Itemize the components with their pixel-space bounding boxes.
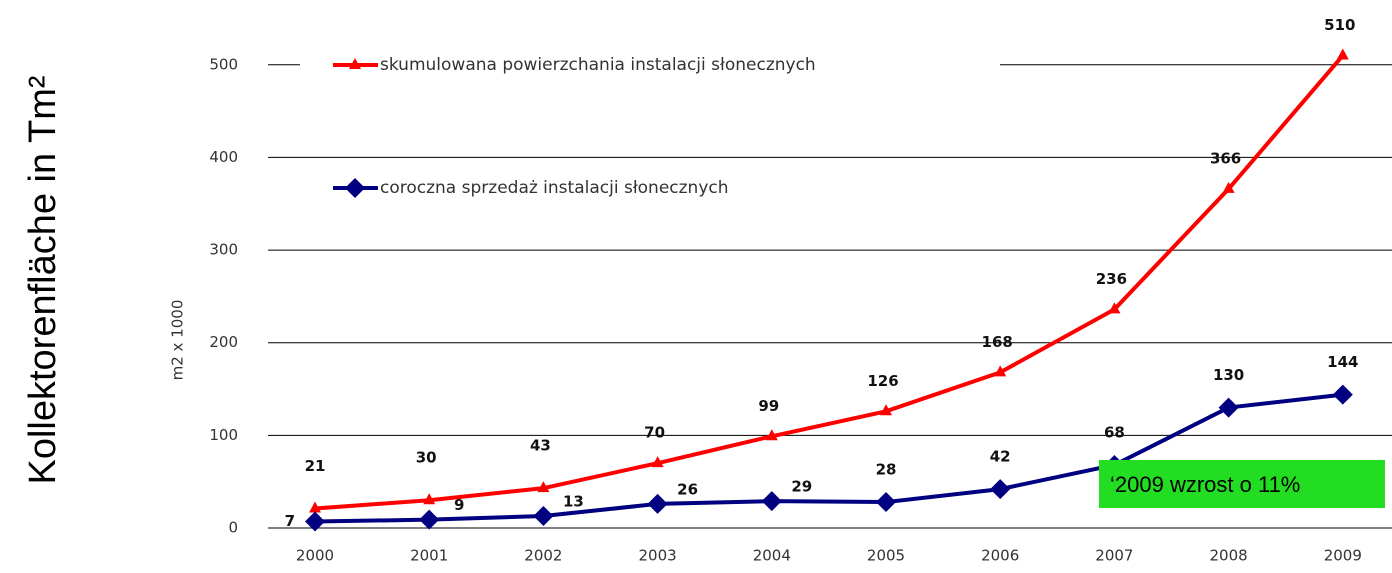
data-label: 7	[285, 512, 295, 530]
data-label: 30	[416, 449, 437, 467]
point	[761, 491, 782, 512]
line	[314, 54, 1345, 511]
data-label: 43	[530, 437, 551, 455]
data-label: 126	[867, 372, 898, 390]
point	[1218, 397, 1239, 418]
data-label: 366	[1210, 149, 1241, 167]
point	[990, 479, 1011, 500]
legend-label: skumulowana powierzchania instalacji sło…	[380, 55, 816, 75]
legend-background	[300, 170, 1000, 206]
point	[1108, 302, 1121, 314]
y-tick-label: 200	[209, 333, 238, 351]
point	[994, 365, 1007, 377]
point	[876, 492, 896, 513]
point	[309, 501, 321, 513]
point	[537, 481, 550, 493]
y-tick-label: 100	[209, 426, 238, 444]
y-tick-label: 400	[209, 148, 238, 166]
point	[651, 456, 664, 468]
point	[647, 493, 668, 514]
legend-background	[300, 48, 1000, 84]
y-tick-label: 300	[209, 241, 238, 259]
x-tick-label: 2001	[410, 547, 448, 565]
x-tick-label: 2008	[1210, 547, 1248, 565]
data-label: 9	[454, 496, 464, 514]
point	[765, 429, 778, 441]
data-label: 510	[1324, 16, 1355, 34]
data-label: 29	[791, 478, 812, 496]
data-label: 68	[1104, 424, 1125, 442]
point	[349, 58, 361, 69]
data-label: 21	[305, 457, 326, 475]
side-title: Kollektorenfläche in Tm²	[22, 75, 64, 484]
point	[1336, 48, 1349, 60]
point	[305, 511, 325, 532]
data-label: 168	[982, 333, 1013, 351]
annotation-box	[1099, 460, 1385, 508]
line	[314, 392, 1344, 524]
legend-label: coroczna sprzedaż instalacji słonecznych	[380, 178, 729, 198]
data-label: 42	[990, 448, 1011, 466]
point	[423, 493, 436, 505]
data-label: 28	[876, 461, 897, 479]
x-tick-label: 2009	[1324, 547, 1362, 565]
data-label: 130	[1213, 366, 1244, 384]
data-label: 144	[1327, 353, 1358, 371]
data-label: 236	[1096, 270, 1127, 288]
point	[419, 509, 440, 530]
x-tick-label: 2000	[296, 547, 334, 565]
data-label: 99	[758, 397, 779, 415]
point	[1222, 181, 1235, 193]
point	[533, 505, 554, 526]
annotation: ‘2009 wzrost o 11%	[1110, 472, 1300, 497]
x-tick-label: 2007	[1095, 547, 1133, 565]
x-tick-label: 2002	[524, 547, 562, 565]
x-tick-label: 2004	[753, 547, 791, 565]
y-tick-label: 500	[209, 55, 238, 73]
x-tick-label: 2005	[867, 547, 905, 565]
y-tick-label: 0	[228, 519, 238, 537]
data-label: 26	[677, 480, 698, 498]
point	[345, 178, 365, 198]
point	[1332, 384, 1353, 405]
x-tick-label: 2003	[639, 547, 677, 565]
y-axis-label: m2 x 1000	[169, 300, 187, 381]
data-label: 70	[644, 424, 665, 442]
data-label: 13	[563, 492, 584, 510]
x-tick-label: 2006	[981, 547, 1019, 565]
point	[880, 404, 892, 416]
